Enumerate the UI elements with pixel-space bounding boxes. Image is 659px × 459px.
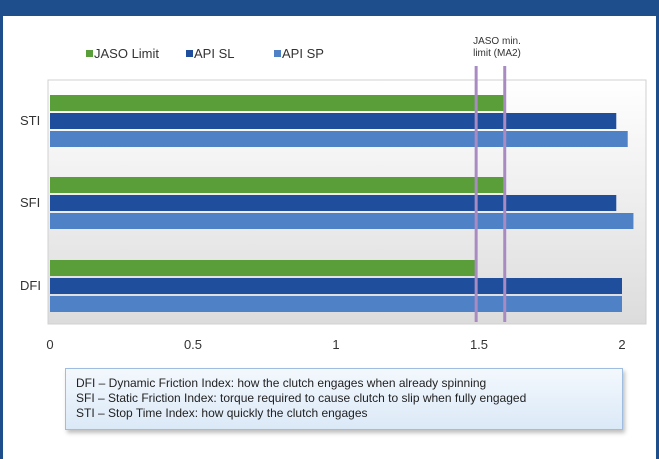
- annotation-line-2: limit (MA2): [473, 48, 521, 59]
- bar-chart: JASO Limit API SL API SP JASO min. limit (…: [20, 36, 647, 352]
- bar-sfi-api-sp: [50, 213, 634, 229]
- bar-sfi-jaso-limit: [50, 177, 505, 193]
- bar-dfi-api-sl: [50, 278, 622, 294]
- note-sti: STI – Stop Time Index: how quickly the c…: [76, 406, 368, 420]
- bar-sti-api-sp: [50, 131, 628, 147]
- y-label-dfi: DFI: [20, 278, 41, 293]
- top-banner: [0, 0, 659, 16]
- legend-label-api-sp: API SP: [282, 46, 324, 61]
- y-label-sti: STI: [20, 113, 40, 128]
- legend-swatch-api-sl: [186, 50, 193, 57]
- annotation: JASO min. limit (MA2): [473, 36, 521, 59]
- legend-swatch-jaso-limit: [86, 50, 93, 57]
- x-axis: 0 0.5 1 1.5 2: [46, 337, 625, 352]
- bar-sti-jaso-limit: [50, 95, 505, 111]
- legend-label-api-sl: API SL: [194, 46, 234, 61]
- x-tick-0.5: 0.5: [184, 337, 202, 352]
- right-border: [656, 0, 659, 459]
- bar-sti-api-sl: [50, 113, 617, 129]
- bars: [50, 95, 634, 312]
- y-axis: STI SFI DFI: [20, 113, 41, 293]
- note-sfi: SFI – Static Friction Index: torque requ…: [76, 391, 527, 405]
- reference-lines: [474, 66, 507, 322]
- annotation-line-1: JASO min.: [473, 36, 521, 47]
- legend-label-jaso-limit: JASO Limit: [94, 46, 159, 61]
- bar-dfi-api-sp: [50, 296, 622, 312]
- legend: JASO Limit API SL API SP: [86, 46, 324, 61]
- legend-swatch-api-sp: [274, 50, 281, 57]
- x-tick-1.5: 1.5: [470, 337, 488, 352]
- note-dfi: DFI – Dynamic Friction Index: how the cl…: [76, 376, 487, 390]
- x-tick-0: 0: [46, 337, 53, 352]
- bar-dfi-jaso-limit: [50, 260, 477, 276]
- y-label-sfi: SFI: [20, 195, 40, 210]
- x-tick-1: 1: [332, 337, 339, 352]
- bar-sfi-api-sl: [50, 195, 617, 211]
- definitions-box: DFI – Dynamic Friction Index: how the cl…: [65, 368, 623, 430]
- x-tick-2: 2: [618, 337, 625, 352]
- left-border: [0, 0, 3, 459]
